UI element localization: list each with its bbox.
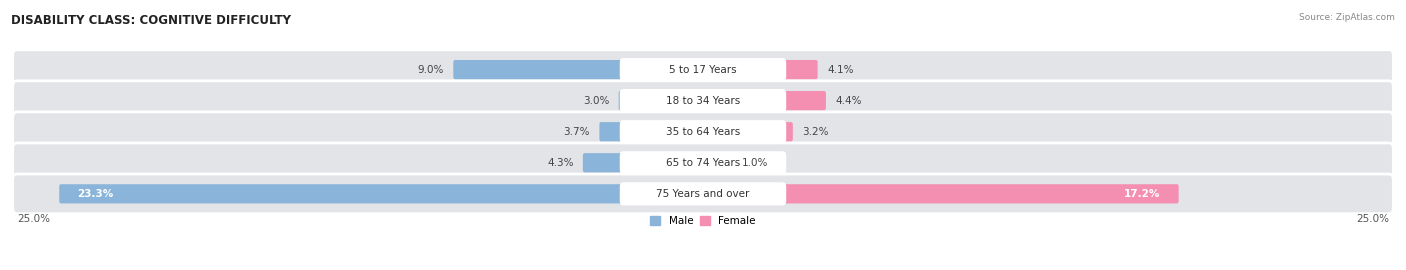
FancyBboxPatch shape <box>620 182 786 205</box>
FancyBboxPatch shape <box>620 120 786 143</box>
Text: 23.3%: 23.3% <box>77 189 114 199</box>
FancyBboxPatch shape <box>13 112 1393 151</box>
FancyBboxPatch shape <box>620 89 786 112</box>
Text: 25.0%: 25.0% <box>17 214 49 224</box>
FancyBboxPatch shape <box>702 91 825 110</box>
Text: 65 to 74 Years: 65 to 74 Years <box>666 158 740 168</box>
Text: 4.1%: 4.1% <box>827 65 853 75</box>
Text: 17.2%: 17.2% <box>1123 189 1160 199</box>
Text: 9.0%: 9.0% <box>418 65 444 75</box>
FancyBboxPatch shape <box>620 58 786 81</box>
Text: 5 to 17 Years: 5 to 17 Years <box>669 65 737 75</box>
Text: 18 to 34 Years: 18 to 34 Years <box>666 96 740 106</box>
FancyBboxPatch shape <box>702 184 1178 203</box>
Text: Source: ZipAtlas.com: Source: ZipAtlas.com <box>1299 14 1395 22</box>
FancyBboxPatch shape <box>620 151 786 174</box>
Text: 1.0%: 1.0% <box>741 158 768 168</box>
FancyBboxPatch shape <box>59 184 704 203</box>
Text: 3.7%: 3.7% <box>564 127 591 137</box>
FancyBboxPatch shape <box>13 143 1393 183</box>
FancyBboxPatch shape <box>702 122 793 141</box>
Text: 3.2%: 3.2% <box>803 127 828 137</box>
Text: 25.0%: 25.0% <box>1357 214 1389 224</box>
FancyBboxPatch shape <box>13 50 1393 89</box>
FancyBboxPatch shape <box>619 91 704 110</box>
Text: 4.3%: 4.3% <box>547 158 574 168</box>
Legend: Male, Female: Male, Female <box>645 212 761 230</box>
FancyBboxPatch shape <box>702 60 818 79</box>
FancyBboxPatch shape <box>453 60 704 79</box>
Text: 4.4%: 4.4% <box>835 96 862 106</box>
Text: 75 Years and over: 75 Years and over <box>657 189 749 199</box>
Text: DISABILITY CLASS: COGNITIVE DIFFICULTY: DISABILITY CLASS: COGNITIVE DIFFICULTY <box>11 14 291 26</box>
FancyBboxPatch shape <box>599 122 704 141</box>
Text: 35 to 64 Years: 35 to 64 Years <box>666 127 740 137</box>
FancyBboxPatch shape <box>13 81 1393 120</box>
FancyBboxPatch shape <box>13 174 1393 214</box>
FancyBboxPatch shape <box>583 153 704 172</box>
Text: 3.0%: 3.0% <box>583 96 609 106</box>
FancyBboxPatch shape <box>702 153 733 172</box>
